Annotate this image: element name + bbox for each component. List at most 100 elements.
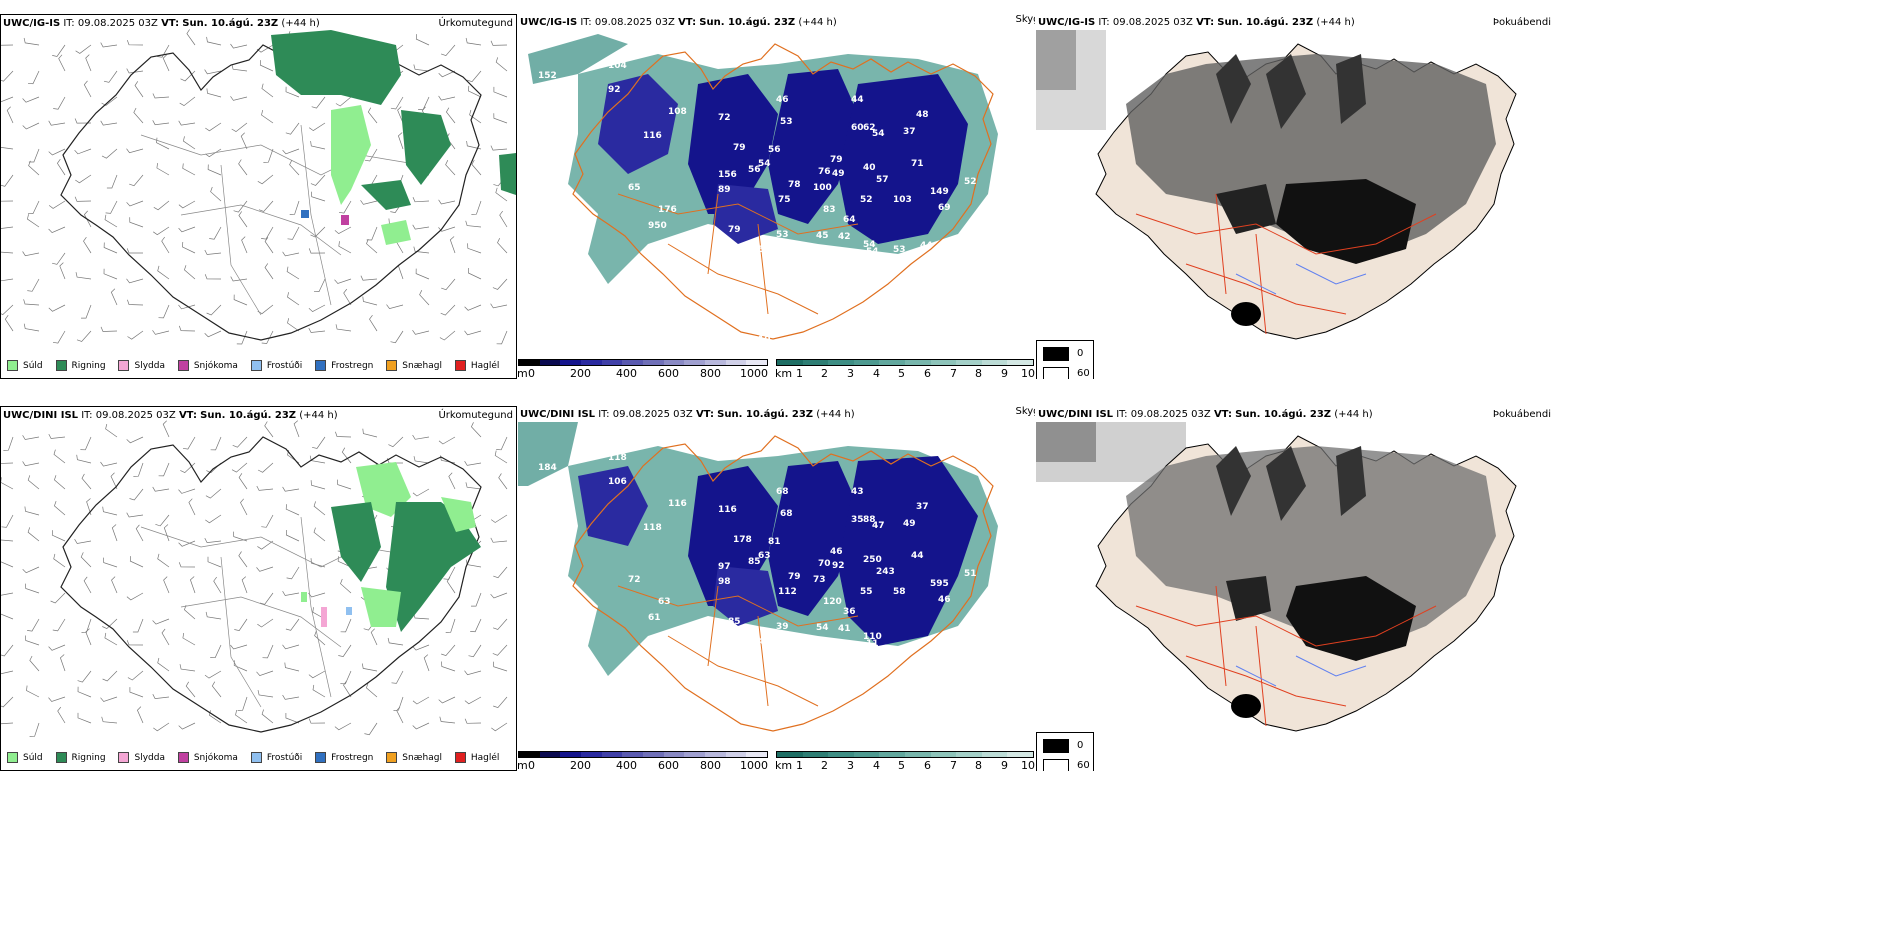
wind-barb bbox=[86, 498, 92, 516]
wind-barb bbox=[111, 524, 118, 542]
wind-barb bbox=[111, 576, 118, 594]
wind-barb bbox=[262, 644, 274, 659]
wind-barb bbox=[464, 718, 482, 724]
cloudbase-value: 69 bbox=[938, 203, 951, 213]
cloudbase-value: 49 bbox=[832, 169, 845, 179]
cloudbase-value: 68 bbox=[776, 487, 789, 497]
wind-barb bbox=[26, 685, 40, 698]
wind-barb bbox=[53, 500, 66, 516]
wind-barb bbox=[155, 514, 170, 527]
wind-barb bbox=[468, 267, 482, 280]
init-time: 09.08.2025 03Z bbox=[95, 410, 176, 421]
wind-barb bbox=[1, 644, 14, 657]
wind-barb bbox=[27, 278, 40, 292]
wind-barb bbox=[282, 486, 300, 492]
wind-barb bbox=[257, 690, 274, 698]
cloudbase-value: 156 bbox=[718, 170, 737, 180]
wind-barb bbox=[495, 187, 508, 202]
wind-barb bbox=[464, 304, 482, 311]
it-label: IT: bbox=[598, 409, 610, 420]
wind-barb bbox=[393, 696, 404, 711]
wind-barb bbox=[311, 191, 326, 202]
cloudbase-value: 46 bbox=[776, 95, 789, 105]
cloudbase-value: 54 bbox=[872, 129, 885, 139]
cloudbase-value: 55 bbox=[860, 587, 873, 597]
wind-barb bbox=[23, 323, 40, 332]
wind-barb bbox=[493, 566, 508, 579]
legend-swatch bbox=[315, 752, 327, 763]
wind-barb bbox=[48, 148, 66, 156]
wind-barb bbox=[310, 558, 326, 568]
wind-barb bbox=[51, 530, 66, 542]
wind-barb bbox=[27, 618, 40, 632]
legend-label: Snæhagl bbox=[402, 361, 442, 371]
wind-barb bbox=[308, 592, 326, 598]
wind-barb bbox=[438, 95, 456, 101]
wind-barb bbox=[161, 236, 170, 254]
fog-legend-swatch-0 bbox=[1043, 347, 1069, 361]
wind-barb bbox=[178, 226, 196, 233]
wind-barb bbox=[100, 42, 118, 48]
cloudbase-value: 52 bbox=[964, 177, 977, 187]
fog-indicator-map-dini: UWC/DINI ISL IT: 09.08.2025 03Z VT: Sun.… bbox=[1036, 406, 1553, 771]
legend-swatch bbox=[7, 752, 18, 763]
vt-label: VT: bbox=[1196, 17, 1215, 28]
wind-barb bbox=[185, 681, 196, 698]
visibility-tick: 2 bbox=[821, 759, 828, 771]
wind-barb bbox=[101, 148, 118, 159]
wind-barb bbox=[230, 96, 248, 101]
wind-barb bbox=[101, 96, 118, 106]
wind-barb bbox=[75, 272, 92, 280]
wind-barb bbox=[285, 122, 300, 135]
wind-barb bbox=[490, 145, 508, 151]
precip-map-canvas bbox=[1, 29, 516, 345]
wind-barb bbox=[103, 268, 118, 280]
cloudbase-visibility-map-ig: UWC/IG-IS IT: 09.08.2025 03Z VT: Sun. 10… bbox=[518, 14, 1035, 379]
wind-barb bbox=[490, 40, 508, 46]
wind-barb bbox=[366, 226, 378, 241]
wind-barb bbox=[126, 640, 144, 646]
wind-barb bbox=[1, 70, 14, 82]
legend-swatch bbox=[315, 360, 327, 371]
wind-barb bbox=[24, 506, 40, 516]
wind-barb bbox=[205, 122, 222, 132]
wind-barb bbox=[136, 706, 144, 724]
wind-barb bbox=[205, 148, 222, 158]
visibility-tick: 4 bbox=[873, 759, 880, 771]
model-name: UWC/DINI ISL bbox=[3, 410, 79, 421]
wind-barb bbox=[83, 210, 92, 228]
wind-barb bbox=[418, 96, 430, 111]
cloudbase-value: 37 bbox=[916, 502, 929, 512]
visibility-tick: 1 bbox=[796, 759, 803, 771]
legend-swatch bbox=[250, 360, 262, 371]
wind-barb bbox=[1, 200, 14, 202]
valid-time: Sun. 10.ágú. 23Z bbox=[717, 409, 814, 420]
wind-barb bbox=[413, 456, 430, 464]
wind-barb bbox=[238, 159, 248, 176]
legend-item: Slydda bbox=[118, 360, 165, 371]
wind-barb bbox=[338, 200, 352, 214]
visibility-tick: 1 bbox=[796, 367, 803, 379]
wind-barb bbox=[1, 722, 14, 725]
wind-barb bbox=[441, 644, 456, 657]
cloudbase-value: 112 bbox=[778, 587, 797, 597]
wind-barb bbox=[189, 576, 196, 594]
wind-barb bbox=[263, 148, 274, 163]
legend-swatch bbox=[118, 360, 130, 371]
wind-barb bbox=[232, 436, 248, 448]
wind-barb bbox=[100, 696, 118, 702]
wind-barb bbox=[1, 96, 14, 103]
wind-barb bbox=[341, 447, 352, 464]
cloudbase-value: 44 bbox=[851, 95, 864, 105]
cloudbase-value: 72 bbox=[718, 113, 731, 123]
legend-swatch bbox=[386, 752, 398, 763]
model-name: UWC/IG-IS bbox=[3, 18, 61, 29]
cloudbase-tick: 200 bbox=[570, 759, 591, 771]
wind-barb bbox=[257, 540, 274, 550]
wind-barb bbox=[77, 670, 92, 683]
wind-barb bbox=[364, 148, 378, 162]
wind-barb bbox=[238, 211, 248, 228]
wind-barb bbox=[438, 70, 456, 78]
fog-indicator-map-ig: UWC/IG-IS IT: 09.08.2025 03Z VT: Sun. 10… bbox=[1036, 14, 1553, 379]
